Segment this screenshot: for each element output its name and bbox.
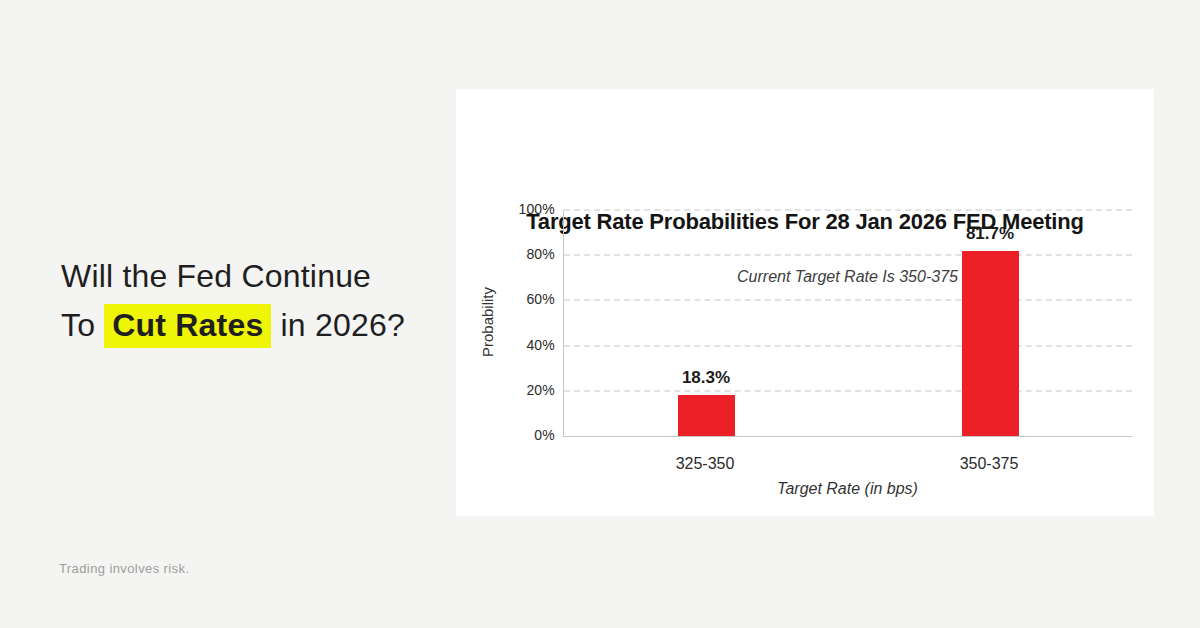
plot-area: 0%20%40%60%80%100%18.3%81.7%: [563, 210, 1132, 437]
infographic-canvas: Will the Fed Continue To Cut Rates in 20…: [0, 0, 1200, 628]
chart-card: Target Rate Probabilities For 28 Jan 202…: [456, 89, 1154, 516]
bar-value-label: 18.3%: [646, 368, 766, 388]
gridline: [564, 209, 1132, 211]
y-tick-label: 20%: [495, 382, 555, 398]
gridline: [564, 390, 1132, 392]
x-category-labels: 325-350 350-375: [563, 455, 1132, 475]
y-tick-label: 80%: [495, 246, 555, 262]
headline-text-1: Will the Fed Continue: [61, 258, 371, 294]
gridline: [564, 345, 1132, 347]
y-tick-label: 60%: [495, 291, 555, 307]
headline-line-2: To Cut Rates in 2026?: [61, 301, 405, 350]
headline-text-2-prefix: To: [61, 307, 104, 343]
bar: [678, 395, 735, 436]
gridline: [564, 254, 1132, 256]
y-tick-label: 40%: [495, 337, 555, 353]
y-tick-label: 0%: [495, 427, 555, 443]
y-tick-label: 100%: [495, 201, 555, 217]
headline-highlight: Cut Rates: [104, 304, 271, 348]
x-category-label: 325-350: [676, 455, 735, 473]
y-axis-label: Probability: [479, 287, 496, 357]
headline-line-1: Will the Fed Continue: [61, 252, 405, 301]
bar: [962, 251, 1019, 436]
bar-value-label: 81.7%: [930, 224, 1050, 244]
disclaimer-text: Trading involves risk.: [59, 561, 189, 576]
headline: Will the Fed Continue To Cut Rates in 20…: [61, 252, 405, 350]
x-category-label: 350-375: [960, 455, 1019, 473]
gridline: [564, 299, 1132, 301]
headline-text-2-suffix: in 2026?: [271, 307, 404, 343]
x-axis-label: Target Rate (in bps): [563, 480, 1132, 498]
